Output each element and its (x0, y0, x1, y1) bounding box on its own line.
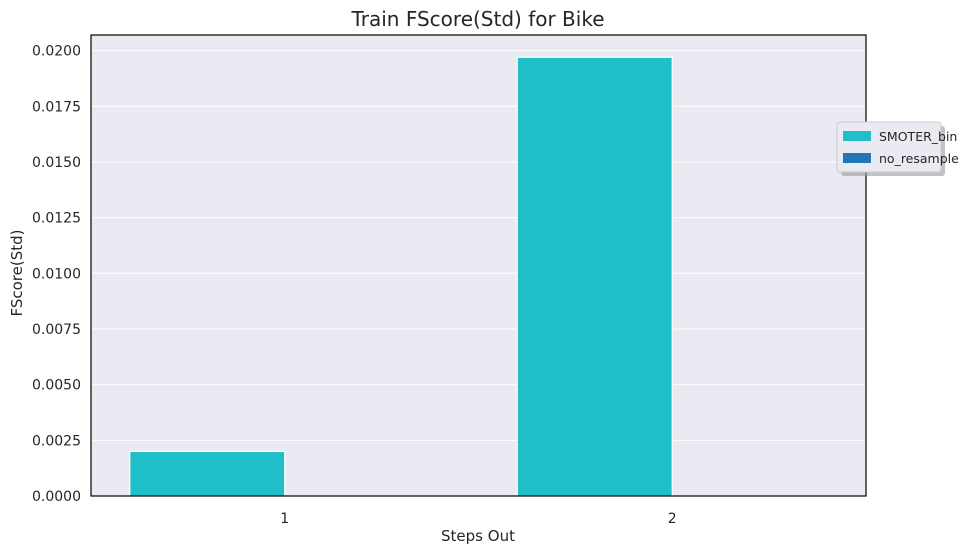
y-tick-label: 0.0100 (32, 266, 81, 282)
y-tick-label: 0.0025 (32, 433, 81, 449)
bar-smoter-bin-2 (516, 56, 673, 497)
legend-swatch-no-resample (843, 153, 871, 163)
bars (129, 56, 673, 497)
gridlines (91, 50, 866, 497)
x-tick-label: 2 (668, 511, 677, 527)
legend-label-no-resample: no_resample (879, 151, 959, 166)
plot-area (91, 35, 866, 496)
x-tick-label: 1 (280, 511, 289, 527)
y-tick-label: 0.0175 (32, 99, 81, 115)
legend: SMOTER_bin no_resample (836, 121, 959, 176)
y-tick-label: 0.0000 (32, 489, 81, 505)
bar-smoter-bin-1 (129, 450, 286, 497)
legend-label-smoter-bin: SMOTER_bin (879, 129, 957, 144)
y-axis-label: FScore(Std) (8, 229, 26, 316)
y-tick-label: 0.0200 (32, 44, 81, 60)
legend-swatch-smoter-bin (843, 131, 871, 141)
x-axis-label: Steps Out (441, 527, 515, 545)
chart-title: Train FScore(Std) for Bike (350, 7, 604, 31)
plot-frame (90, 34, 867, 497)
y-axis-ticks: 0.0000 0.0025 0.0050 0.0075 0.0100 0.0125 0.01… (32, 44, 81, 505)
y-tick-label: 0.0075 (32, 322, 81, 338)
y-tick-label: 0.0150 (32, 155, 81, 171)
y-tick-label: 0.0050 (32, 378, 81, 394)
y-tick-label: 0.0125 (32, 211, 81, 227)
